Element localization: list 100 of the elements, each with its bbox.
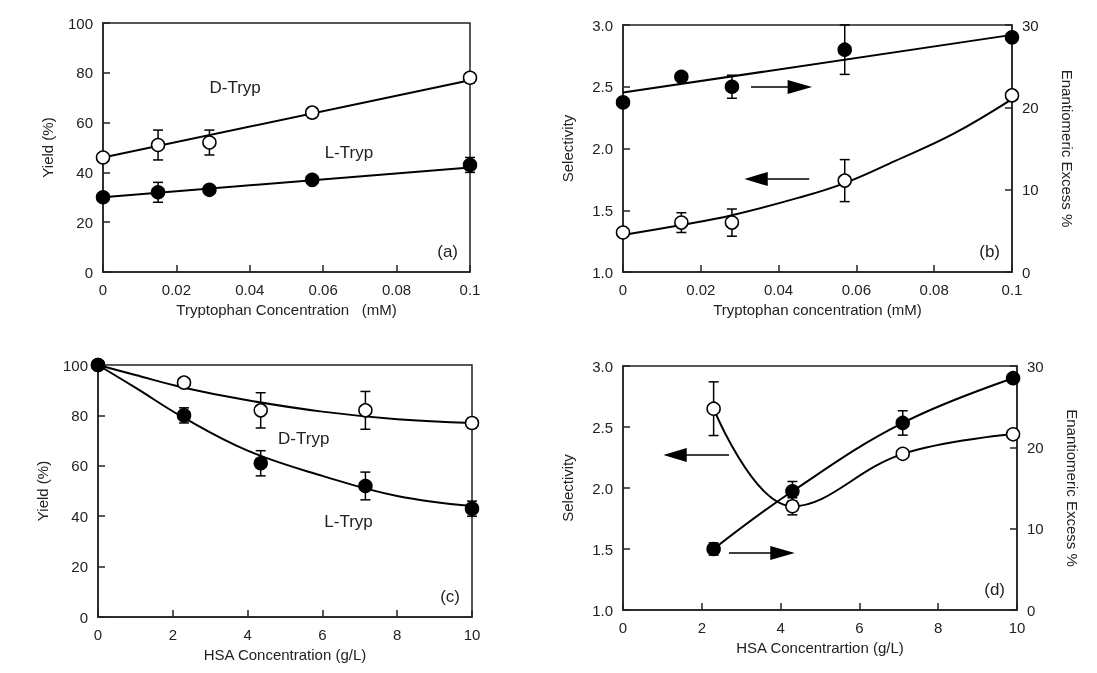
point <box>202 182 217 198</box>
point <box>895 415 910 431</box>
y2-tick-label: 30 <box>1027 357 1044 375</box>
y-tick-label: 60 <box>71 457 88 475</box>
y2-tick-label: 10 <box>1022 181 1039 199</box>
x-tick-label: 0.04 <box>235 281 265 298</box>
y2-tick-label: 0 <box>1027 601 1036 619</box>
point <box>150 185 166 200</box>
x-axis-title: Tryptophan Concentration (mM) <box>176 301 397 318</box>
x-tick-label: 0.1 <box>1001 281 1023 298</box>
x-tick-label: 6 <box>318 626 327 643</box>
x-tick-label: 0 <box>618 619 628 636</box>
series-label: L-Tryp <box>324 511 373 531</box>
x-tick-label: 0.02 <box>686 281 716 298</box>
x-tick-label: 0.08 <box>382 281 412 298</box>
x-tick-label: 8 <box>934 619 943 636</box>
y-tick-label: 60 <box>76 114 93 132</box>
y-tick-label: 80 <box>76 64 93 82</box>
y-tick-label: 40 <box>76 163 93 181</box>
x-tick-label: 0.06 <box>841 281 871 298</box>
point <box>724 215 740 230</box>
y-tick-label: 3.0 <box>592 357 613 375</box>
point <box>358 403 373 418</box>
x-tick-label: 10 <box>463 626 481 643</box>
point <box>1004 88 1020 103</box>
point <box>1004 30 1020 45</box>
point <box>674 215 689 230</box>
x-tick-label: 4 <box>243 626 252 643</box>
annotation: (b) <box>979 242 1000 261</box>
x-tick-label: 0 <box>98 281 108 298</box>
x-tick-label: 2 <box>697 619 706 636</box>
y2-tick-label: 30 <box>1022 16 1039 34</box>
point <box>462 70 478 86</box>
y-tick-label: 3.0 <box>592 16 613 34</box>
y-tick-label: 2.5 <box>592 78 613 96</box>
point <box>176 375 192 390</box>
point <box>1005 370 1021 386</box>
x-tick-label: 0.02 <box>161 281 191 298</box>
y-axis-title: Selectivity <box>559 114 576 183</box>
y-axis-title: Yield (%) <box>39 117 56 178</box>
y-tick-label: 40 <box>71 507 88 525</box>
y2-tick-label: 20 <box>1027 438 1044 456</box>
series-label: L-Tryp <box>324 142 374 162</box>
y2-tick-label: 20 <box>1022 98 1039 116</box>
point <box>674 69 689 85</box>
y-tick-label: 2.0 <box>592 479 613 497</box>
point <box>464 415 480 431</box>
point <box>202 135 217 150</box>
x-axis-title: HSA Concentrartion (g/L) <box>736 639 904 656</box>
point <box>724 79 740 94</box>
y-tick-label: 80 <box>71 406 88 424</box>
y-tick-label: 100 <box>62 356 88 374</box>
point <box>150 137 166 153</box>
y-tick-label: 2.5 <box>592 418 613 436</box>
y2-axis-title: Enantiomeric Excess % <box>1059 69 1076 228</box>
point <box>615 95 631 110</box>
x-tick-label: 4 <box>776 619 785 636</box>
point <box>837 173 852 188</box>
point <box>253 456 268 471</box>
y-tick-label: 2.0 <box>592 140 613 157</box>
annotation: (d) <box>984 580 1005 599</box>
x-tick-label: 0.08 <box>919 281 949 298</box>
y-tick-label: 1.5 <box>592 201 613 219</box>
y-tick-label: 1.0 <box>592 263 613 281</box>
x-tick-label: 8 <box>393 626 402 643</box>
point <box>895 446 910 462</box>
x-tick-label: 0.04 <box>764 281 794 298</box>
x-axis-title: HSA Concentration (g/L) <box>203 646 367 663</box>
x-tick-label: 6 <box>855 619 864 636</box>
point <box>95 190 111 205</box>
point <box>706 401 721 416</box>
y-tick-label: 20 <box>71 558 88 576</box>
point <box>358 478 373 494</box>
point <box>95 150 111 165</box>
point <box>837 42 852 57</box>
x-axis-title: Tryptophan concentration (mM) <box>713 301 922 318</box>
y-tick-label: 0 <box>84 263 93 281</box>
y-axis-title: Selectivity <box>559 453 576 522</box>
y-tick-label: 100 <box>67 14 93 32</box>
text: D-Tryp <box>209 78 261 98</box>
annotation: (c) <box>440 587 461 606</box>
x-tick-label: 0.1 <box>459 281 481 298</box>
point <box>1005 427 1021 442</box>
x-tick-label: 10 <box>1008 619 1026 636</box>
x-tick-label: 2 <box>168 626 177 643</box>
y-axis-title: Yield (%) <box>34 460 51 522</box>
y2-tick-label: 10 <box>1027 520 1044 538</box>
y2-tick-label: 0 <box>1022 263 1031 281</box>
y-tick-label: 20 <box>76 213 93 231</box>
y2-axis-title: Enantiomeric Excess % <box>1064 409 1081 567</box>
x-tick-label: 0.06 <box>308 281 338 298</box>
point <box>304 172 320 188</box>
y-tick-label: 1.5 <box>592 540 613 558</box>
y-tick-label: 1.0 <box>592 601 613 619</box>
annotation: (a) <box>437 242 458 261</box>
series-label: D-Tryp <box>278 428 330 448</box>
x-tick-label: 0 <box>618 281 628 298</box>
point <box>785 484 800 499</box>
point <box>615 225 631 240</box>
point <box>253 403 268 418</box>
